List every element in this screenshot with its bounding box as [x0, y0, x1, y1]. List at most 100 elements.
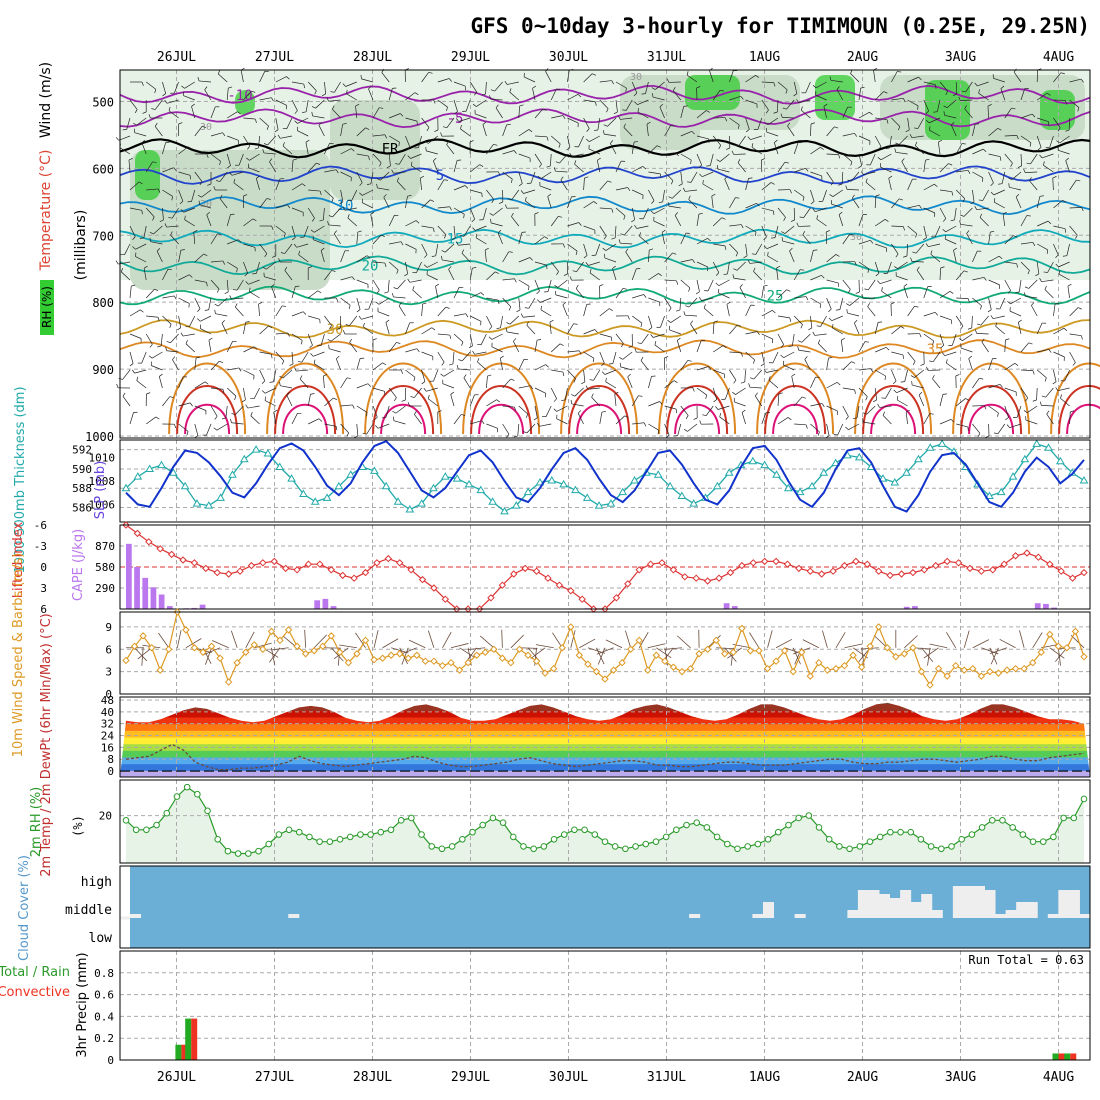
- wind-barb: [428, 398, 439, 407]
- wind-barb-flag: [674, 212, 679, 216]
- wind-barb: [659, 106, 665, 119]
- wind-barb: [664, 171, 674, 181]
- wind-barb: [259, 369, 266, 381]
- wind-barb-10m: [304, 629, 307, 648]
- pbl-contour: [666, 385, 729, 435]
- lifted-index-marker: [1046, 560, 1054, 568]
- wind-barb: [518, 106, 520, 119]
- wind-barb: [122, 396, 131, 407]
- wind-barb: [597, 117, 601, 130]
- wind-barb-flag: [683, 311, 686, 316]
- wind-barb: [564, 387, 568, 400]
- wind-barb-10m: [981, 647, 999, 655]
- wind-barb-flag: [410, 396, 415, 398]
- wind-barb-flag: [752, 359, 755, 364]
- lifted-index-marker: [521, 564, 529, 573]
- thickness-marker: [464, 479, 474, 488]
- wind-barb-flag: [1054, 302, 1060, 305]
- wind-barb: [1020, 135, 1032, 144]
- wind-barb: [243, 218, 254, 227]
- wind-barb: [218, 73, 228, 83]
- wind-barb: [453, 225, 456, 238]
- wind-barb: [745, 178, 749, 191]
- isotherm-8: [119, 319, 1091, 339]
- wind-barb: [912, 384, 924, 389]
- thickness-marker: [216, 493, 225, 501]
- wind-barb: [307, 333, 313, 346]
- wind-barb-flag: [504, 80, 508, 85]
- wind-barb: [307, 162, 317, 173]
- wind-barb: [356, 405, 368, 413]
- wind-barb: [437, 225, 447, 236]
- wind-barb: [388, 215, 395, 227]
- wind-barb-flag: [793, 93, 798, 97]
- wind-barb-flag: [829, 194, 834, 197]
- wind-speed-marker: [763, 664, 772, 673]
- wind-barb-flag: [670, 125, 675, 127]
- cloud-middle-bar: [879, 894, 891, 918]
- pbl-contour: [764, 385, 827, 435]
- wind-barb-flag: [765, 109, 769, 114]
- wind-barb-flag: [323, 373, 328, 377]
- wind-barb: [550, 261, 559, 272]
- wind-barb: [972, 423, 981, 434]
- wind-barb: [486, 423, 498, 429]
- wind-barb: [874, 322, 879, 335]
- wind-barb: [605, 381, 617, 389]
- wind-speed-marker: [798, 648, 806, 656]
- wind-barb-10m: [1032, 632, 1043, 648]
- rh-shading-high: [135, 150, 160, 200]
- wind-barb-flag: [250, 411, 253, 416]
- pressure-tick-label: 500: [92, 95, 114, 109]
- wind-barb: [907, 99, 919, 107]
- wind-barb-flag: [592, 358, 595, 363]
- lifted-index-marker: [544, 574, 552, 582]
- wind-barb: [183, 207, 195, 213]
- wind-barb-flag: [903, 255, 908, 258]
- wind-barb-flag: [468, 345, 473, 349]
- wind-barb-flag: [1007, 290, 1011, 294]
- rh2m-marker: [652, 838, 660, 845]
- wind-barb: [680, 232, 687, 245]
- wind-speed-marker: [772, 657, 780, 665]
- wind-barb: [826, 297, 832, 310]
- lifted-index-marker: [920, 566, 929, 574]
- cloud-middle-bar: [900, 890, 912, 918]
- wind-speed-marker: [1020, 664, 1028, 673]
- wind-barb-flag: [174, 424, 177, 429]
- wind-barb: [396, 180, 406, 191]
- wind-barb-flag: [821, 403, 825, 408]
- wind-barb-flag: [1077, 307, 1082, 310]
- wind-barb: [1020, 113, 1033, 119]
- wind-barb: [1020, 153, 1022, 167]
- wind-barb-flag: [975, 329, 977, 334]
- wind-barb: [1004, 135, 1017, 137]
- thickness-marker: [440, 472, 450, 480]
- cape-bar: [912, 606, 918, 609]
- wind-barb: [264, 276, 276, 281]
- wind-barb-flag: [379, 162, 382, 167]
- wind-barb-flag: [519, 104, 524, 107]
- wind-barb-flag: [846, 303, 850, 306]
- wind-barb: [865, 182, 876, 191]
- wind-barb-flag: [977, 433, 981, 437]
- wind-barb: [736, 261, 746, 271]
- rh2m-marker: [703, 824, 711, 831]
- wind-barb-flag: [870, 368, 874, 373]
- rh2m-marker: [122, 817, 130, 824]
- wind-barb: [362, 189, 374, 196]
- wind-barb: [210, 233, 218, 245]
- date-label-bottom: 2AUG: [847, 1070, 878, 1085]
- pbl-contour: [1050, 362, 1100, 435]
- wind-speed-marker: [396, 650, 404, 658]
- wind-barb-flag: [294, 367, 297, 372]
- wind-barb-flag: [652, 93, 654, 98]
- lifted-index-marker: [738, 561, 746, 570]
- wind-barb: [1069, 207, 1082, 209]
- wind-barb-flag: [440, 373, 445, 377]
- wind-barb-flag: [317, 290, 322, 294]
- wind-barb: [482, 124, 487, 137]
- cloud-middle-bar: [889, 898, 901, 918]
- cape-bar: [1043, 603, 1049, 609]
- date-label-bottom: 29JUL: [451, 1070, 490, 1085]
